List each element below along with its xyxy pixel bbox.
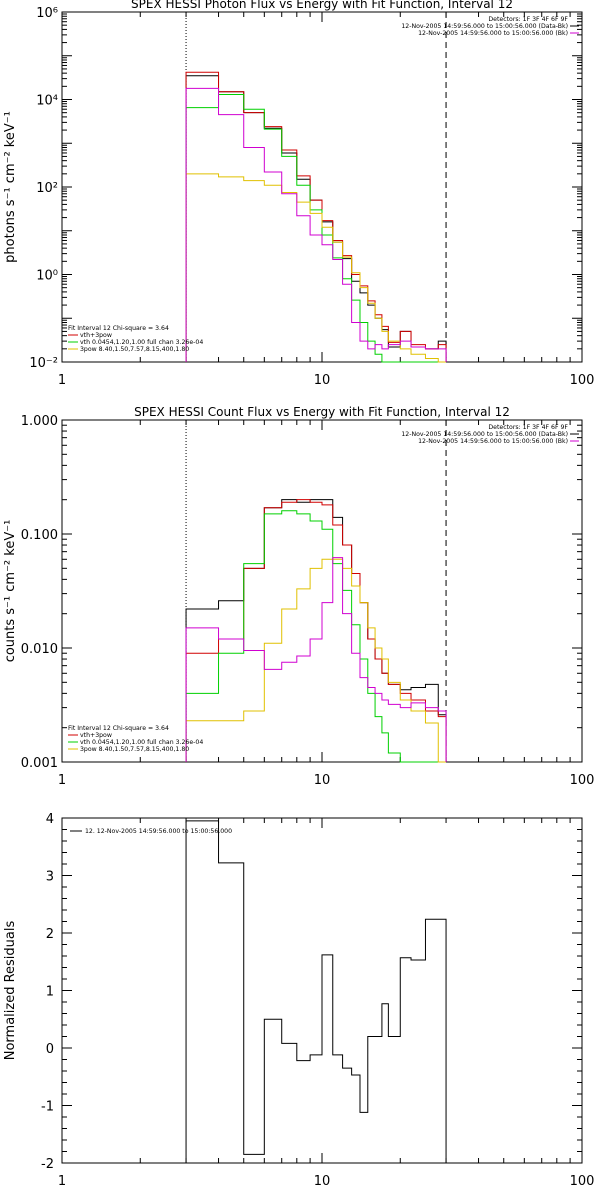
fit-line: Fit Interval 12 Chi-square = 3.64 — [68, 325, 169, 332]
fit-legend: Fit Interval 12 Chi-square = 3.64vth+3po… — [68, 725, 203, 753]
y-axis-label: counts s⁻¹ cm⁻² keV⁻¹ — [3, 520, 18, 663]
y-tick-label: 3 — [46, 870, 54, 885]
x-tick-label: 1 — [58, 773, 66, 788]
x-tick-label: 100 — [570, 1174, 595, 1189]
chart-panel-1: SPEX HESSI Photon Flux vs Energy with Fi… — [3, 0, 594, 388]
x-tick-label: 1 — [58, 373, 66, 388]
y-axis: 0.001 0.010 0.100 1.000 — [21, 414, 582, 771]
chart-title: SPEX HESSI Photon Flux vs Energy with Fi… — [131, 0, 513, 11]
x-tick-label: 100 — [570, 773, 595, 788]
fit-legend: Fit Interval 12 Chi-square = 3.64vth+3po… — [68, 325, 203, 353]
y-tick-label: -1 — [41, 1100, 54, 1115]
x-tick-label: 1 — [58, 1174, 66, 1189]
x-tick-label: 10 — [314, 373, 331, 388]
series-5-histogram — [185, 557, 447, 762]
fit-line: 3pow 8.40,1.50,7.57,8.15,400,1.80 — [80, 746, 189, 753]
fit-line: vth 0.0454,1.20,1.00 full chan 3.26e-04 — [80, 739, 203, 746]
y-tick-label: 1.000 — [21, 414, 58, 429]
y-axis-label: photons s⁻¹ cm⁻² keV⁻¹ — [3, 111, 18, 263]
y-tick-label: 10⁻² — [29, 356, 58, 371]
series-3-histogram — [185, 94, 447, 363]
y-tick-label: 0.100 — [21, 528, 58, 543]
y-tick-label: 10⁰ — [36, 269, 58, 284]
series-3-histogram — [185, 510, 447, 763]
fit-line: vth+3pow — [80, 332, 112, 339]
x-tick-label: 10 — [314, 773, 331, 788]
series-1-histogram — [185, 820, 447, 1163]
header-line: Detectors: 1F 3F 4F 6F 9F — [488, 424, 568, 431]
header-line: 12-Nov-2005 14:59:56.000 to 15:00:56.000… — [401, 23, 568, 30]
y-axis: -2 -1 0 1 2 3 4 — [41, 812, 582, 1172]
series-4-histogram — [185, 173, 447, 363]
x-tick-label: 100 — [570, 373, 595, 388]
header-line: 12-Nov-2005 14:59:56.000 to 15:00:56.000… — [418, 438, 568, 445]
y-tick-label: 2 — [46, 927, 54, 942]
fit-line: vth+3pow — [80, 732, 112, 739]
header-line: Detectors: 1F 3F 4F 6F 9F — [488, 16, 568, 23]
fit-line: vth 0.0454,1.20,1.00 full chan 3.26e-04 — [80, 339, 203, 346]
y-tick-label: 0.001 — [21, 756, 58, 771]
y-axis-label: Normalized Residuals — [3, 921, 18, 1061]
residual-legend: 12. 12-Nov-2005 14:59:56.000 to 15:00:56… — [70, 828, 232, 835]
series-5-histogram — [185, 87, 447, 362]
chart-panel-3: 1 10 100 -2 -1 0 1 2 3 4 Normalized Residuals 12. 1… — [3, 812, 594, 1189]
y-tick-label: -2 — [41, 1157, 54, 1172]
series-1-histogram — [185, 499, 447, 762]
series-2-histogram — [185, 499, 447, 762]
header-line: 12-Nov-2005 14:59:56.000 to 15:00:56.000… — [401, 431, 568, 438]
plot-frame — [61, 11, 583, 363]
y-tick-label: 0 — [46, 1042, 54, 1057]
y-tick-label: 4 — [46, 812, 54, 827]
y-tick-label: 1 — [46, 985, 54, 1000]
x-tick-label: 10 — [314, 1174, 331, 1189]
series-1-histogram — [185, 75, 447, 362]
chart-panel-2: SPEX HESSI Count Flux vs Energy with Fit… — [3, 405, 594, 788]
y-tick-label: 10² — [36, 181, 58, 196]
x-axis: 1 10 100 — [58, 818, 595, 1189]
plot-frame — [61, 419, 583, 763]
x-axis: 1 10 100 — [58, 420, 595, 788]
y-tick-label: 0.010 — [21, 642, 58, 657]
y-axis: 10⁻² 10⁰ 10² 10⁴ 10⁶ — [29, 6, 582, 371]
chart-title: SPEX HESSI Count Flux vs Energy with Fit… — [134, 405, 510, 419]
fit-line: Fit Interval 12 Chi-square = 3.64 — [68, 725, 169, 732]
y-tick-label: 10⁴ — [36, 94, 58, 109]
legend-text: 12. 12-Nov-2005 14:59:56.000 to 15:00:56… — [85, 828, 232, 835]
series-4-histogram — [185, 558, 447, 763]
fit-line: 3pow 8.40,1.50,7.57,8.15,400,1.80 — [80, 346, 189, 353]
y-tick-label: 10⁶ — [36, 6, 58, 21]
header-line: 12-Nov-2005 14:59:56.000 to 15:00:56.000… — [418, 30, 568, 37]
series-2-histogram — [185, 71, 447, 362]
